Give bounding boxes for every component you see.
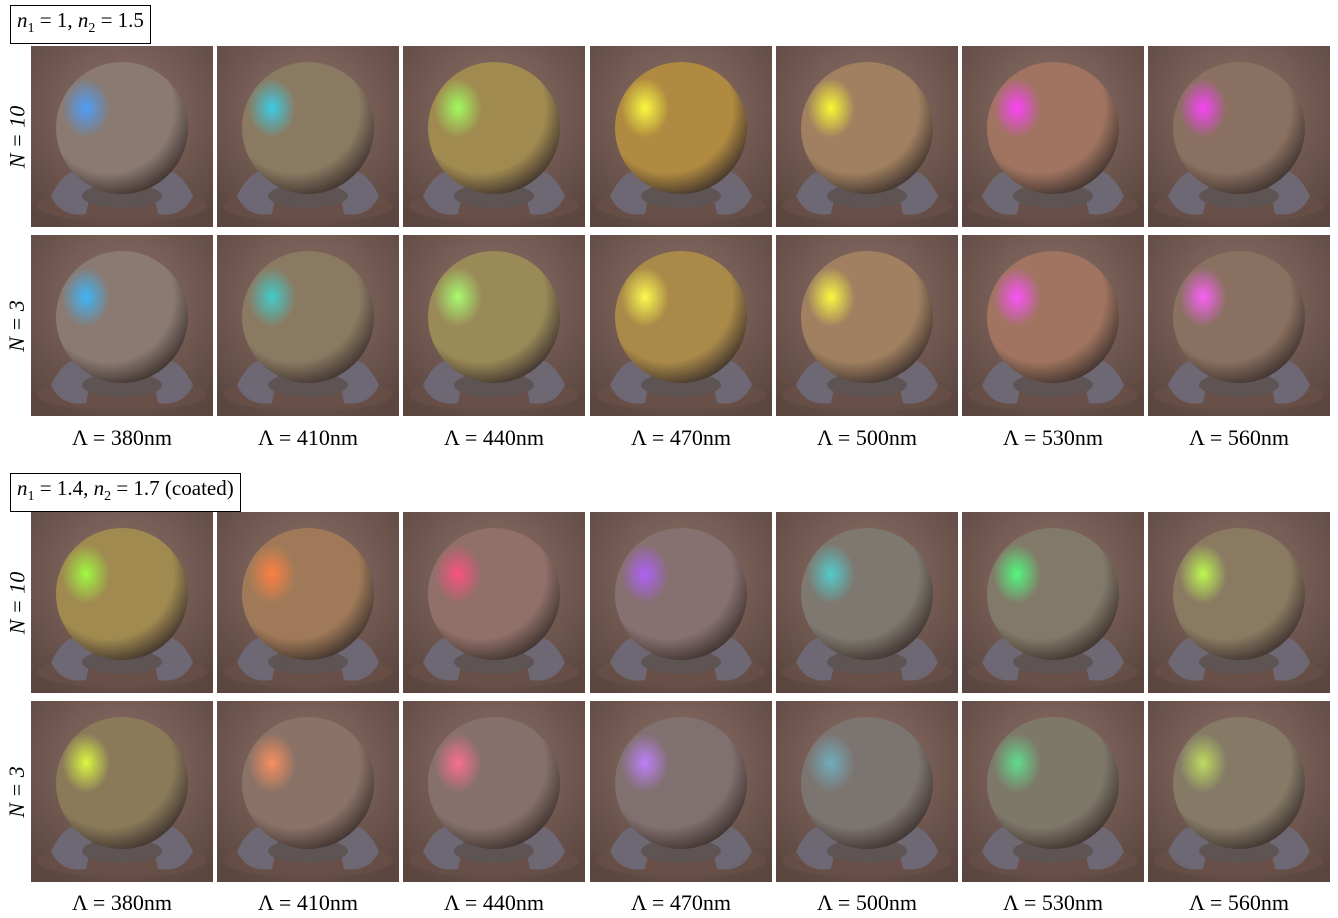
wavelength-caption: Λ = 410nm	[258, 890, 358, 915]
render-thumbnail	[962, 512, 1144, 693]
render-thumbnail	[776, 701, 958, 882]
render-thumbnail	[776, 512, 958, 693]
row-label: N = 3	[4, 765, 29, 818]
wavelength-caption: Λ = 470nm	[631, 425, 731, 450]
render-thumbnail	[1148, 235, 1330, 416]
render-thumbnail	[590, 46, 772, 227]
render-thumbnail	[403, 512, 585, 693]
render-thumbnail	[962, 235, 1144, 416]
render-thumbnail	[217, 512, 399, 693]
row-label: N = 10	[4, 571, 29, 634]
render-thumbnail	[1148, 46, 1330, 227]
wavelength-caption: Λ = 470nm	[631, 890, 731, 915]
wavelength-caption: Λ = 410nm	[258, 425, 358, 450]
wavelength-caption: Λ = 530nm	[1003, 425, 1103, 450]
panel-top: n1 = 1, n2 = 1.5 N = 10 N = 3	[4, 5, 1330, 450]
wavelength-caption: Λ = 380nm	[72, 425, 172, 450]
render-thumbnail	[31, 512, 213, 693]
wavelength-caption: Λ = 380nm	[72, 890, 172, 915]
render-thumbnail	[962, 46, 1144, 227]
wavelength-caption: Λ = 560nm	[1189, 890, 1289, 915]
render-thumbnail	[590, 701, 772, 882]
render-thumbnail	[403, 235, 585, 416]
wavelength-caption: Λ = 440nm	[444, 890, 544, 915]
wavelength-caption: Λ = 500nm	[817, 425, 917, 450]
render-thumbnail	[776, 46, 958, 227]
wavelength-caption: Λ = 560nm	[1189, 425, 1289, 450]
render-thumbnail	[1148, 512, 1330, 693]
render-thumbnail	[1148, 701, 1330, 882]
wavelength-caption: Λ = 440nm	[444, 425, 544, 450]
render-thumbnail	[217, 235, 399, 416]
render-thumbnail	[962, 701, 1144, 882]
render-thumbnail	[403, 701, 585, 882]
render-thumbnail	[31, 701, 213, 882]
wavelength-caption: Λ = 500nm	[817, 890, 917, 915]
render-thumbnail	[590, 512, 772, 693]
render-thumbnail	[31, 235, 213, 416]
render-thumbnail	[31, 46, 213, 227]
render-thumbnail	[590, 235, 772, 416]
render-thumbnail	[776, 235, 958, 416]
render-thumbnail	[217, 46, 399, 227]
render-thumbnail	[403, 46, 585, 227]
wavelength-caption: Λ = 530nm	[1003, 890, 1103, 915]
panel-title: n1 = 1, n2 = 1.5	[10, 5, 151, 45]
panel-title: n1 = 1.4, n2 = 1.7 (coated)	[10, 473, 241, 513]
render-thumbnail	[217, 701, 399, 882]
